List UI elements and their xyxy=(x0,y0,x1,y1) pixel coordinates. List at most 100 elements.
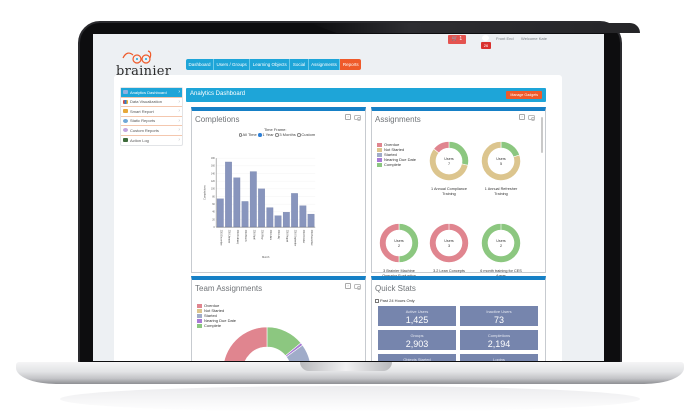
panel-title: Completions xyxy=(195,115,240,124)
svg-text:2016 November: 2016 November xyxy=(310,230,312,246)
assignments-panel: Assignments › Overdue Not Started Started N… xyxy=(371,107,546,278)
legend-item: Nearing Due Date xyxy=(197,318,236,323)
bar[interactable] xyxy=(266,207,274,228)
glasses-logo-icon xyxy=(122,50,152,64)
team-legend: Overdue Not Started Started Nearing Due Dat… xyxy=(197,303,236,328)
stat-value: 2,903 xyxy=(405,339,429,349)
front-end-link[interactable]: Front End xyxy=(496,36,514,41)
svg-text:2: 2 xyxy=(398,244,400,248)
legend-label: Nearing Due Date xyxy=(204,318,237,323)
svg-text:120: 120 xyxy=(211,181,216,183)
svg-text:40: 40 xyxy=(212,212,215,214)
bar[interactable] xyxy=(291,193,298,228)
nav-assignments[interactable]: Assignments xyxy=(308,59,341,70)
legend-label: Complete xyxy=(204,323,222,328)
panel-scrollbar[interactable] xyxy=(541,117,543,153)
legend-swatch xyxy=(377,162,382,167)
sidebar-item-custom-reports[interactable]: Custom Reports › xyxy=(121,126,182,136)
bar[interactable] xyxy=(299,205,307,228)
sidebar-item-action-log[interactable]: Action Log › xyxy=(121,136,182,146)
legend-item: Started xyxy=(197,313,236,318)
nav-social[interactable]: Social xyxy=(290,59,309,70)
radio-label: Custom xyxy=(301,132,316,137)
assignments-legend: Overdue Not Started Started Nearing Due Dat… xyxy=(377,142,416,167)
bar[interactable] xyxy=(216,198,224,228)
sidebar-item-data-visualization[interactable]: Data Visualization › xyxy=(121,98,182,107)
past-24-hours-checkbox[interactable]: Past 24 Hours Only xyxy=(375,298,415,303)
laptop-reflection xyxy=(60,386,640,412)
stat-logins: Logins xyxy=(460,354,538,361)
stat-value: 73 xyxy=(493,315,504,325)
camera-icon[interactable] xyxy=(354,284,361,290)
bar[interactable] xyxy=(307,213,315,228)
bar[interactable] xyxy=(258,188,265,228)
notification-badge[interactable]: 26 xyxy=(481,42,491,49)
sidebar-item-label: Action Log xyxy=(130,137,149,143)
assignment-donut[interactable]: Users 5 1 Annual Refresher Training xyxy=(479,141,523,196)
nav-dashboard[interactable]: Dashboard xyxy=(186,59,215,70)
bar[interactable] xyxy=(225,161,232,228)
legend-label: Complete xyxy=(384,162,402,167)
chevron-right-icon: › xyxy=(178,89,180,96)
bar[interactable] xyxy=(241,201,249,228)
svg-text:2: 2 xyxy=(500,244,502,248)
welcome-text[interactable]: Welcome Kate xyxy=(521,36,547,41)
chevron-right-icon: › xyxy=(178,137,180,144)
svg-text:2016 July: 2016 July xyxy=(277,230,279,240)
bar-chart-icon xyxy=(123,99,128,104)
camera-icon[interactable] xyxy=(528,115,535,121)
sidebar-item-analytics-dashboard[interactable]: Analytics Dashboard › xyxy=(121,88,182,98)
legend-item: Overdue xyxy=(197,303,236,308)
checkbox-label: Past 24 Hours Only xyxy=(380,298,415,303)
legend-item: Overdue xyxy=(377,142,416,147)
radio-custom[interactable] xyxy=(297,133,301,137)
nav-users-groups[interactable]: Users / Groups xyxy=(214,59,251,70)
radio-1-year[interactable] xyxy=(258,133,262,137)
checkbox[interactable] xyxy=(375,298,379,303)
camera-icon[interactable] xyxy=(354,115,361,121)
laptop-notch xyxy=(300,362,392,371)
radio-all-time[interactable] xyxy=(238,133,242,137)
chevron-right-icon: › xyxy=(178,117,180,124)
page-title: Analytics Dashboard xyxy=(190,91,246,97)
sidebar-item-label: Analytics Dashboard xyxy=(130,89,167,95)
svg-text:2016 September: 2016 September xyxy=(294,230,297,247)
nav-reports[interactable]: Reports xyxy=(340,59,362,70)
nav-learning-objects[interactable]: Learning Objects xyxy=(250,59,291,70)
bar[interactable] xyxy=(282,212,290,228)
bar[interactable] xyxy=(274,215,282,228)
expand-icon[interactable]: › xyxy=(345,283,351,289)
legend-swatch xyxy=(197,313,202,318)
quick-stats-panel: Quick Stats Past 24 Hours Only Active Us… xyxy=(371,276,546,361)
bar[interactable] xyxy=(249,171,257,228)
assignment-donut[interactable]: Users 7 1 Annual Compliance Training xyxy=(427,141,471,196)
stat-label: Groups xyxy=(410,333,424,338)
panel-title: Quick Stats xyxy=(375,284,416,293)
svg-text:2016 October: 2016 October xyxy=(302,230,305,244)
sidebar-item-smart-report[interactable]: Smart Report › xyxy=(121,107,182,117)
team-assignments-panel: Team Assignments › Overdue Not Started Sta… xyxy=(191,276,366,361)
cart-count: 1 xyxy=(459,36,463,42)
main-nav: Dashboard Users / Groups Learning Object… xyxy=(186,59,362,70)
donut-label: 1 Annual Refresher Training xyxy=(484,187,518,196)
svg-text:60: 60 xyxy=(212,204,215,206)
radio-label: 1 Year xyxy=(262,132,274,137)
manage-gadgets-button[interactable]: Manage Gadgets xyxy=(506,91,542,99)
dashboard-icon xyxy=(123,90,128,95)
svg-text:160: 160 xyxy=(211,166,216,168)
expand-icon[interactable]: › xyxy=(345,114,351,120)
stat-value: 2,194 xyxy=(487,339,511,349)
radio-3-months[interactable] xyxy=(275,133,279,137)
cart-button[interactable]: 🛒 1 xyxy=(448,35,466,44)
bar[interactable] xyxy=(233,177,241,228)
avatar[interactable] xyxy=(482,35,489,41)
expand-icon[interactable]: › xyxy=(519,114,525,120)
stat-groups: Groups 2,903 xyxy=(378,330,456,350)
legend-label: Nearing Due Date xyxy=(384,157,417,162)
assignment-donut[interactable]: Users 3 3.2 Lean Concepts xyxy=(427,223,471,274)
completions-panel: Completions › Time Frame: All Time 1 Yea… xyxy=(191,107,366,273)
svg-text:0: 0 xyxy=(214,227,216,229)
sidebar-item-static-reports[interactable]: Static Reports › xyxy=(121,117,182,126)
